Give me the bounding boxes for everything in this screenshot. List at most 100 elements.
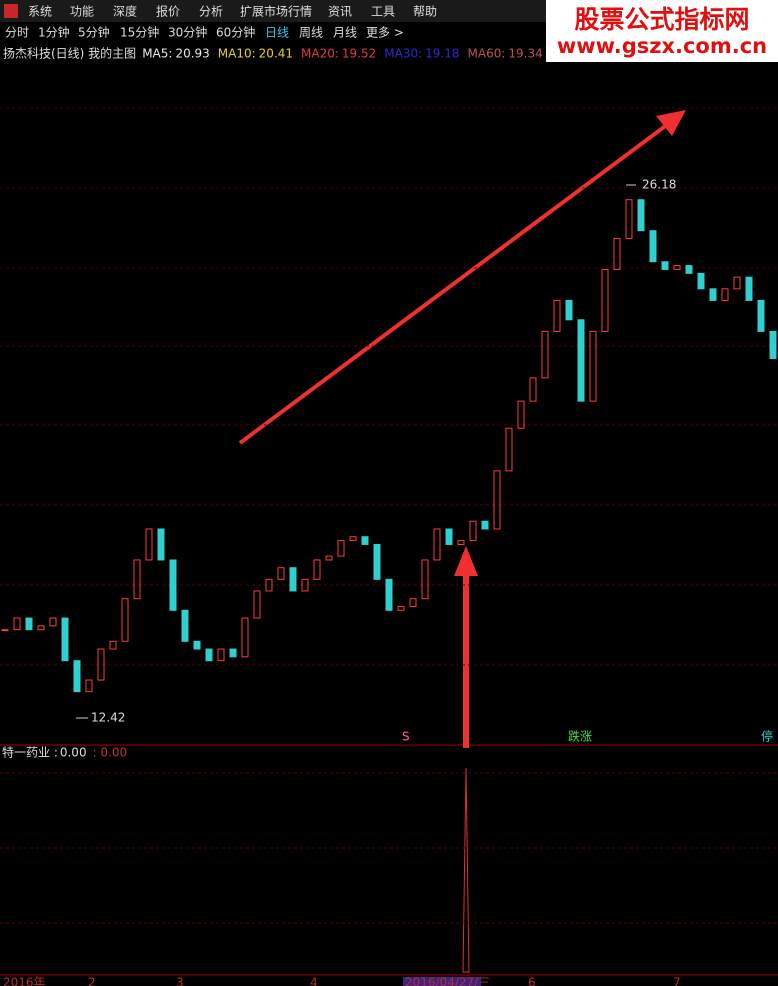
candle (517, 400, 525, 429)
candle (757, 299, 765, 332)
candle (661, 261, 669, 270)
logo-title: 股票公式指标网 (574, 5, 749, 34)
period-tab[interactable]: 30分钟 (168, 25, 207, 40)
candle (421, 559, 429, 600)
ma-value: 19.18 (425, 47, 459, 61)
annotation-arrow (238, 110, 686, 445)
time-label: 2 (88, 976, 96, 986)
candle (217, 648, 225, 662)
candle (613, 237, 621, 270)
candle (265, 578, 273, 592)
period-tab[interactable]: 日线 (265, 26, 289, 40)
candle (109, 640, 117, 650)
indicator-value: : 0.00 (93, 746, 128, 760)
low-label: 12.42 (91, 711, 125, 725)
candle (241, 617, 249, 658)
candle (145, 528, 153, 561)
time-label: 4 (310, 976, 318, 986)
candle (529, 377, 537, 402)
ma-label: MA5: (142, 47, 172, 61)
candle (577, 319, 585, 402)
chart-header: 扬杰科技(日线) 我的主图 (3, 46, 136, 61)
indicator-title: 特一药业 : (2, 745, 58, 760)
candle (289, 567, 297, 592)
annotation-arrow (454, 546, 478, 748)
candle (277, 567, 285, 580)
candle (37, 625, 45, 631)
time-label: 3 (176, 976, 184, 986)
candle (589, 330, 597, 402)
candle (49, 617, 57, 627)
candle (565, 299, 573, 321)
menu-item[interactable]: 扩展市场行情 (240, 4, 312, 19)
period-tab[interactable]: 60分钟 (216, 25, 255, 40)
candle (373, 543, 381, 580)
ma-label: MA30: (384, 47, 422, 61)
candle (385, 578, 393, 611)
period-tab[interactable]: 5分钟 (78, 25, 110, 40)
candle (169, 559, 177, 611)
candle (85, 679, 93, 693)
candle (121, 598, 129, 642)
ma-value: 19.34 (508, 47, 542, 61)
candle (745, 276, 753, 301)
time-label: 6 (528, 976, 536, 986)
candle (733, 276, 741, 290)
candle (313, 559, 321, 580)
candle (193, 640, 201, 650)
candle (133, 559, 141, 600)
period-tab[interactable]: 1分钟 (38, 25, 70, 40)
period-tab[interactable]: 更多 > (366, 26, 404, 40)
candle (349, 536, 357, 542)
ma-label: MA10: (218, 47, 256, 61)
period-tab[interactable]: 周线 (299, 26, 323, 40)
menu-item[interactable]: 系统 (28, 5, 52, 19)
candle (73, 660, 81, 693)
candle (469, 520, 477, 542)
signal-marker: 停 (761, 729, 773, 744)
menu-item[interactable]: 功能 (70, 5, 94, 19)
candle (721, 288, 729, 301)
candle (13, 617, 21, 631)
ma-value: 20.93 (175, 47, 209, 61)
app-icon (4, 4, 18, 18)
candle (625, 199, 633, 239)
menu-item[interactable]: 分析 (199, 5, 223, 19)
candle (409, 598, 417, 607)
candle (253, 590, 261, 619)
menu-item[interactable]: 报价 (156, 4, 180, 19)
candle (493, 470, 501, 530)
candle (601, 268, 609, 332)
candle (157, 528, 165, 561)
ma-label: MA60: (468, 47, 506, 61)
candle (769, 330, 777, 360)
ma-label: MA20: (301, 47, 339, 61)
high-label: 26.18 (642, 178, 676, 192)
candle (397, 605, 405, 611)
menu-item[interactable]: 资讯 (328, 5, 352, 19)
signal-marker: 跌涨 (568, 729, 592, 744)
time-label: 7 (673, 976, 681, 986)
period-tab[interactable]: 15分钟 (120, 25, 159, 40)
menu-item[interactable]: 深度 (113, 4, 137, 19)
period-tab[interactable]: 月线 (333, 26, 357, 40)
indicator-spike (462, 767, 470, 973)
candle (1, 629, 9, 632)
candle (673, 265, 681, 270)
time-highlight (403, 977, 481, 986)
candle (553, 299, 561, 332)
candle (205, 648, 213, 662)
ma-value: 19.52 (342, 47, 376, 61)
candle (637, 199, 645, 232)
period-tab[interactable]: 分时 (5, 26, 29, 40)
menu-item[interactable]: 帮助 (413, 5, 437, 19)
menu-item[interactable]: 工具 (371, 5, 395, 19)
signal-marker: S (402, 730, 410, 744)
candle (181, 609, 189, 642)
indicator-value: 0.00 (60, 746, 87, 760)
candle (433, 528, 441, 561)
candle (337, 540, 345, 557)
